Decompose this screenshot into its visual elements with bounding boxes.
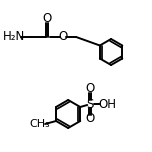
Text: OH: OH (98, 97, 116, 111)
Text: O: O (59, 31, 68, 43)
Text: O: O (86, 83, 95, 95)
Text: O: O (43, 12, 52, 24)
Text: S: S (86, 97, 94, 111)
Text: H₂N: H₂N (3, 31, 25, 43)
Text: CH₃: CH₃ (30, 119, 50, 129)
Text: O: O (86, 112, 95, 126)
